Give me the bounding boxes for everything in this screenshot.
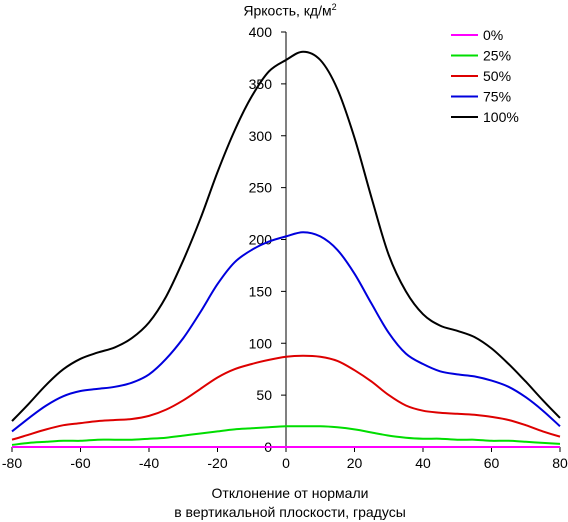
x-axis-title-line2: в вертикальной плоскости, градусы [174, 504, 406, 520]
legend-label: 25% [483, 48, 511, 64]
series-line-50pct [11, 354, 561, 441]
series-line-25pct [11, 425, 561, 446]
y-tick-label: 150 [249, 283, 273, 299]
y-axis-title-main: Яркость, кд/м [243, 2, 332, 19]
x-tick-label: 80 [552, 455, 568, 471]
series-line-75pct [11, 231, 561, 433]
y-tick-label: 100 [249, 335, 273, 351]
x-tick-label: -40 [139, 455, 159, 471]
series-lines [11, 50, 561, 448]
legend-label: 100% [483, 109, 519, 125]
legend: 0% 25% 50% 75% 100% [451, 27, 519, 125]
legend-label: 75% [483, 89, 511, 105]
axes: -80 -60 -40 -20 0 20 40 60 800501001502002503003… [2, 24, 568, 471]
x-tick-label: 20 [347, 455, 363, 471]
x-tick-label: 60 [484, 455, 500, 471]
legend-label: 0% [483, 27, 503, 43]
y-tick-label: 400 [249, 24, 273, 40]
legend-label: 50% [483, 68, 511, 84]
y-axis-title: Яркость, кд/м2 [195, 2, 385, 19]
x-tick-label: -20 [207, 455, 227, 471]
x-tick-label: 0 [282, 455, 290, 471]
series-line-100pct [11, 50, 561, 422]
y-tick-label: 50 [256, 387, 272, 403]
y-axis-title-superscript: 2 [331, 2, 337, 12]
x-tick-label: 40 [415, 455, 431, 471]
y-tick-label: 250 [249, 180, 273, 196]
x-axis-title-line1: Отклонение от нормали [211, 485, 369, 501]
y-tick-label: 300 [249, 128, 273, 144]
x-tick-label: -80 [2, 455, 22, 471]
x-axis-title: Отклонение от нормали в вертикальной пло… [100, 484, 480, 522]
x-tick-label: -60 [70, 455, 90, 471]
